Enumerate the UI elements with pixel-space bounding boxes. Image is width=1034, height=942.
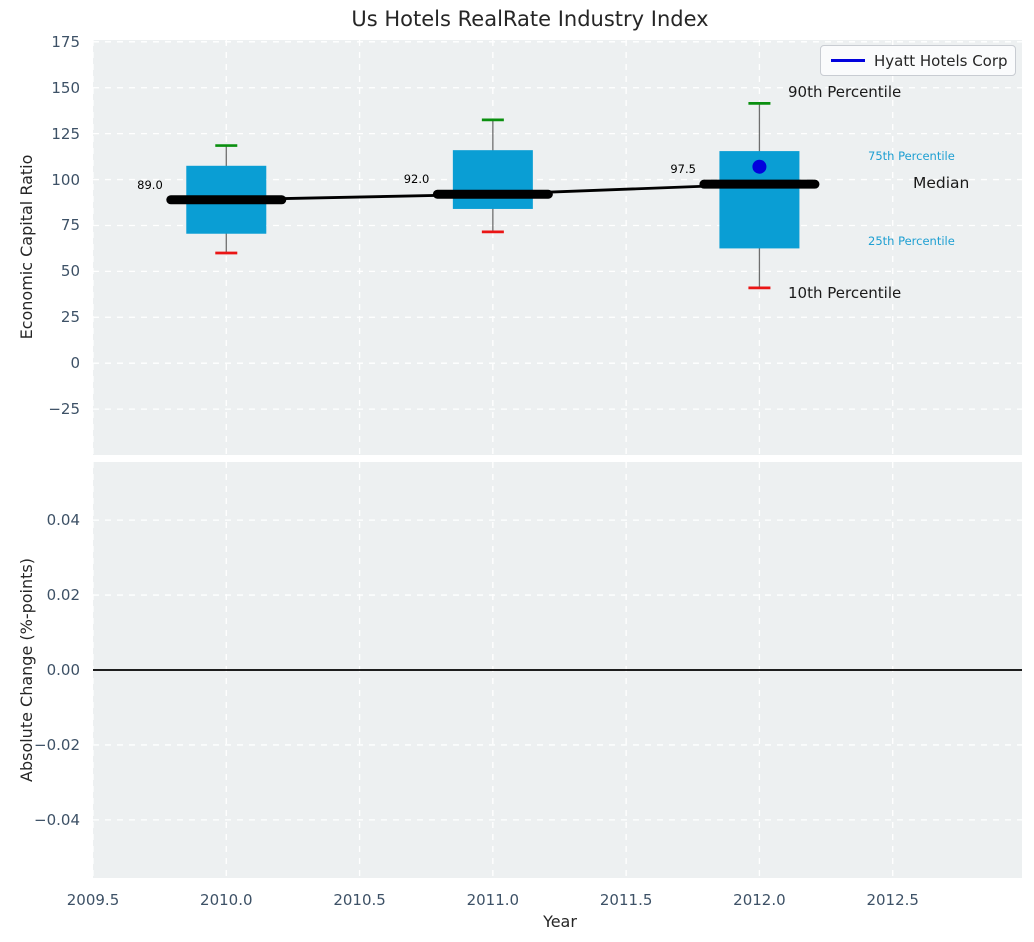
bottom-axes-canvas <box>93 462 1022 878</box>
y-tick-label: 50 <box>60 262 80 281</box>
legend-label: Hyatt Hotels Corp <box>874 51 1008 70</box>
y-tick-label: 175 <box>51 32 80 51</box>
chart-title: Us Hotels RealRate Industry Index <box>351 7 709 31</box>
y-tick-label: −0.04 <box>34 810 80 829</box>
median-value-label: 89.0 <box>137 177 163 192</box>
x-tick-label: 2009.5 <box>66 891 120 909</box>
y-tick-label: 125 <box>51 124 80 143</box>
iqr-box <box>452 150 533 209</box>
y-tick-label: 0.04 <box>46 511 80 530</box>
median-value-label: 97.5 <box>670 162 696 177</box>
percentile-annotation: Median <box>913 174 970 193</box>
y-tick-label: 0.00 <box>46 661 80 679</box>
x-tick-label: 2011.0 <box>466 891 520 909</box>
x-tick-label: 2012.0 <box>733 891 786 909</box>
company-point <box>752 159 767 174</box>
top-axes-canvas <box>93 40 1022 455</box>
percentile-annotation: 25th Percentile <box>868 233 955 248</box>
y-tick-label: 0.02 <box>46 586 80 605</box>
median-value-label: 92.0 <box>403 172 430 187</box>
x-tick-label: 2012.5 <box>866 891 919 909</box>
legend: Hyatt Hotels Corp <box>820 45 1016 76</box>
percentile-annotation: 90th Percentile <box>788 82 902 101</box>
legend-line-swatch-icon <box>831 59 865 62</box>
x-tick-label: 2010.5 <box>333 891 386 909</box>
top-axes <box>93 40 1022 455</box>
percentile-annotation: 75th Percentile <box>868 148 955 163</box>
percentile-annotation: 10th Percentile <box>788 283 902 302</box>
x-tick-label: 2011.5 <box>599 891 653 909</box>
y-tick-label: 0 <box>70 354 80 373</box>
y-tick-label: −25 <box>48 400 80 419</box>
x-axis-label: Year <box>543 912 577 931</box>
y-tick-label: 100 <box>51 170 80 189</box>
y-tick-label: −0.02 <box>34 735 80 754</box>
y-tick-label: 75 <box>60 216 80 235</box>
y-tick-label: 25 <box>60 308 80 327</box>
y-tick-label: 150 <box>51 78 80 97</box>
bottom-axes <box>93 462 1022 878</box>
x-tick-label: 2010.0 <box>200 891 253 909</box>
